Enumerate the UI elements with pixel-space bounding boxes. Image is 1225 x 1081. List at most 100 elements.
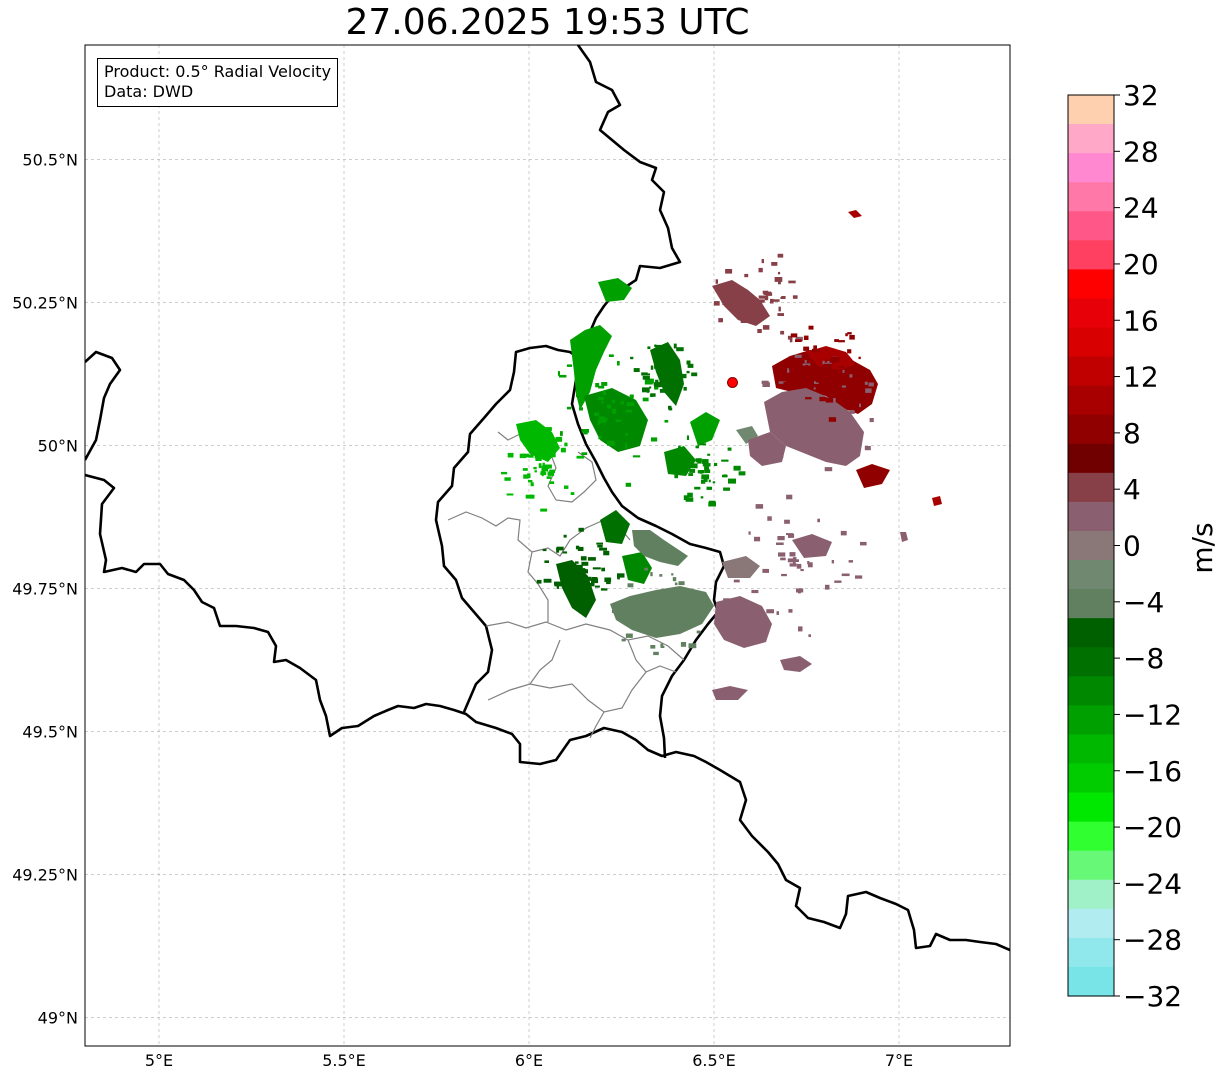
colorbar-tick-label: 0	[1123, 530, 1141, 563]
echo-pixel	[848, 560, 853, 563]
echo-pixel	[831, 388, 836, 391]
colorbar-segment	[1068, 356, 1114, 387]
colorbar-segment	[1068, 95, 1114, 125]
echo-pixel	[506, 493, 514, 496]
echo-pixel	[651, 437, 658, 442]
echo-pixel	[727, 447, 732, 451]
echo-pixel	[758, 267, 763, 273]
echo-pixel	[788, 533, 795, 538]
echo-pixel	[587, 576, 592, 581]
echo-dark-red	[848, 210, 862, 218]
echo-pixel	[771, 262, 778, 266]
echo-pixel	[712, 481, 716, 484]
y-tick-label: 50.25°N	[12, 293, 78, 312]
echo-pixel	[805, 364, 809, 370]
echo-pixel	[849, 334, 855, 340]
echo-pixel	[646, 598, 653, 602]
echo-pixel	[564, 485, 569, 489]
echo-pixel	[804, 416, 810, 419]
colorbar-tick-label: 4	[1123, 473, 1141, 506]
echo-pixel	[826, 403, 829, 408]
graticule	[85, 45, 1010, 1046]
echo-pixel	[686, 370, 690, 374]
echo-pixel	[669, 616, 676, 620]
echo-pixel	[795, 339, 802, 342]
echo-pixel	[566, 364, 572, 367]
district-border	[627, 639, 647, 673]
echo-pixel	[723, 487, 730, 491]
echo-pixel	[695, 445, 700, 449]
y-axis-ticks: 50.5°N 50.25°N 50°N 49.75°N 49.5°N 49.25°N 49°…	[12, 150, 78, 1027]
echo-pixel	[625, 633, 633, 638]
echo-pixel	[675, 607, 682, 613]
echo-pixel	[600, 420, 606, 423]
echo-pixel	[696, 630, 701, 634]
echo-pixel	[663, 371, 672, 374]
echo-pixel	[803, 346, 810, 351]
echo-pixel	[533, 466, 537, 470]
echo-pixel	[617, 361, 620, 366]
colorbar: 32 28 24 20 16 12 8 4 0 −4 −8 −12 −16 −20 −24 −28 −32	[1067, 79, 1182, 1013]
echo-pixel	[664, 420, 669, 423]
echo-pixel	[672, 577, 677, 582]
echo-pixel	[778, 396, 785, 400]
echo-pixel	[750, 312, 753, 317]
echo-pixel	[821, 371, 829, 374]
echo-pixel	[564, 442, 568, 447]
colorbar-tick-label: 32	[1123, 79, 1159, 112]
colorbar-tick-label: −24	[1123, 867, 1182, 900]
echo-pixel	[632, 455, 641, 458]
echo-pixel	[670, 588, 678, 592]
echo-pixel	[829, 358, 837, 363]
echo-pixel	[659, 388, 666, 393]
echo-pixel	[665, 349, 670, 355]
colorbar-tick-label: 24	[1123, 192, 1159, 225]
echo-pixel	[674, 582, 678, 586]
echo-pixel	[575, 545, 580, 550]
echo-pixel	[786, 494, 793, 500]
echo-pixel	[754, 536, 761, 542]
echo-pixel	[581, 429, 589, 433]
colorbar-segment	[1068, 443, 1114, 474]
echo-pixel	[633, 368, 640, 372]
echo-pixel	[828, 417, 837, 422]
echo-pixel	[794, 354, 802, 358]
echo-pixel	[820, 411, 825, 415]
echo-pixel	[761, 259, 764, 264]
y-tick-label: 50.5°N	[22, 150, 78, 169]
echo-pixel	[647, 346, 651, 349]
border-luxembourg	[434, 344, 583, 713]
echo-mauve	[900, 532, 908, 542]
echo-pixel	[688, 473, 694, 476]
echo-pixel	[664, 598, 671, 604]
echo-pixel	[545, 427, 552, 431]
echo-pixel	[580, 581, 587, 586]
echo-pixel	[649, 386, 652, 389]
echo-pixel	[864, 381, 868, 385]
echo-pixel	[805, 397, 812, 400]
echo-pixel	[543, 578, 552, 583]
x-tick-label: 5.5°E	[322, 1051, 366, 1070]
echo-pixel	[525, 494, 533, 499]
echo-pixel	[603, 417, 608, 421]
echo-pixel	[560, 431, 563, 436]
echo-pixel	[606, 440, 615, 446]
echo-pixel	[650, 572, 653, 577]
colorbar-label: m/s	[1186, 522, 1219, 573]
echo-pixel	[557, 371, 560, 376]
echo-pixel	[597, 396, 605, 400]
echo-pixel	[577, 546, 584, 551]
info-box: Product: 0.5° Radial Velocity Data: DWD	[97, 58, 339, 107]
echo-pixel	[714, 462, 718, 466]
echo-pixel	[704, 466, 710, 471]
echo-pixel	[789, 403, 796, 408]
echo-pixel	[686, 360, 691, 365]
echo-pixel	[535, 458, 542, 461]
echo-pixel	[790, 333, 798, 338]
echo-pixel	[555, 436, 563, 442]
colorbar-segment	[1068, 908, 1114, 939]
colorbar-segment	[1068, 966, 1114, 997]
echo-pixel	[550, 472, 554, 475]
echo-pixel	[681, 373, 687, 379]
source-text: Data: DWD	[104, 82, 194, 101]
